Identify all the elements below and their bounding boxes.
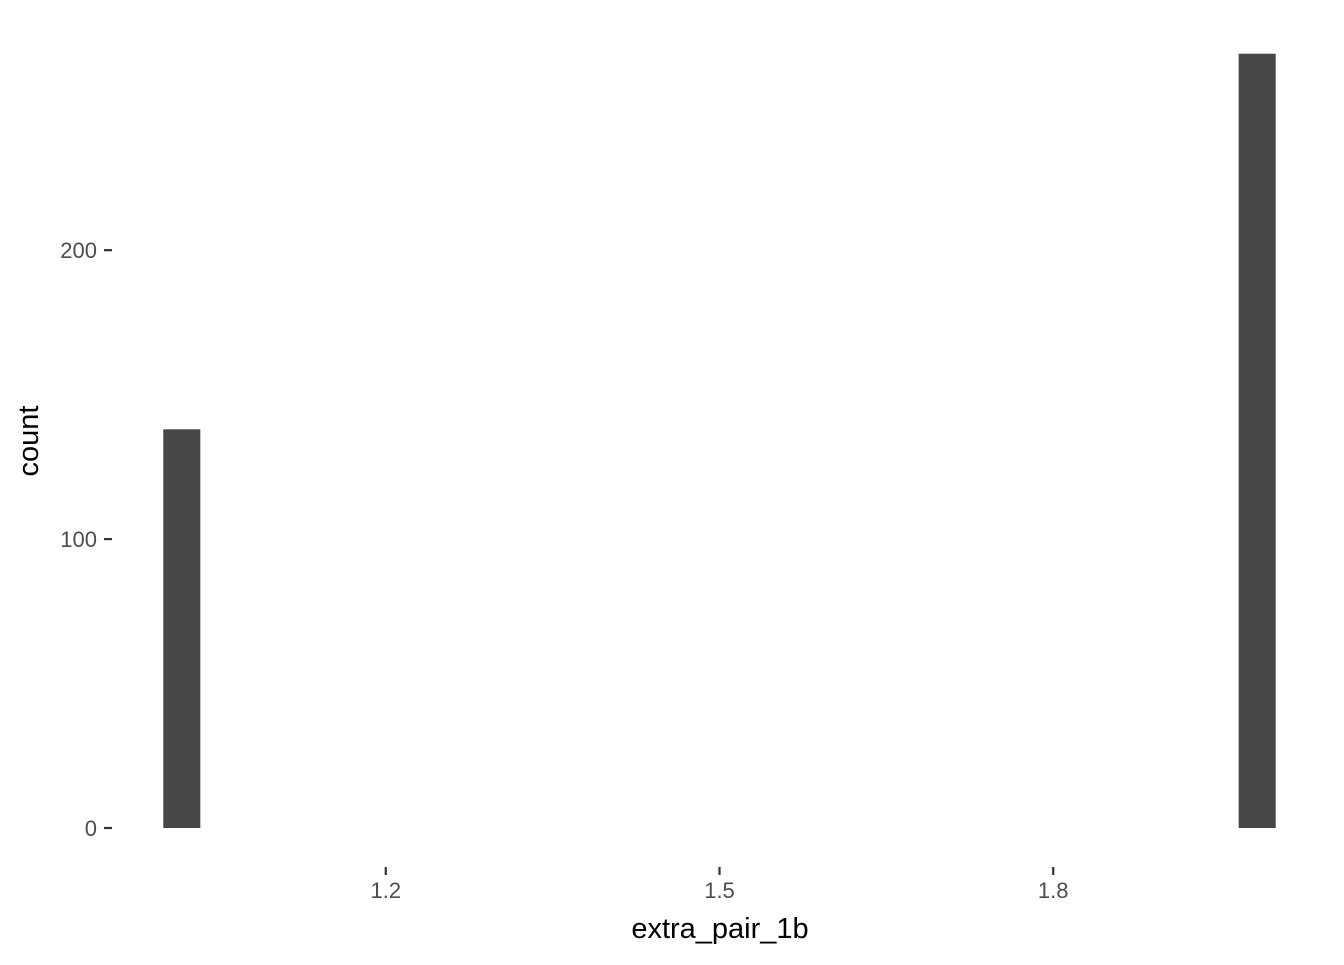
x-tick-label-1: 1.5: [704, 878, 735, 903]
y-axis-title: count: [13, 406, 45, 477]
bars-layer: [163, 53, 1276, 828]
x-axis-title: extra_pair_1b: [631, 913, 808, 945]
x-tick-label-0: 1.2: [370, 878, 401, 903]
y-axis: 0 100 200: [60, 238, 112, 841]
y-tick-label-0: 0: [85, 816, 97, 841]
y-tick-label-1: 100: [60, 527, 97, 552]
x-axis: 1.2 1.5 1.8: [370, 867, 1069, 903]
histogram-bar-0: [163, 429, 201, 828]
x-tick-label-2: 1.8: [1038, 878, 1069, 903]
y-tick-label-2: 200: [60, 238, 97, 263]
histogram-bar-1: [1238, 53, 1276, 828]
